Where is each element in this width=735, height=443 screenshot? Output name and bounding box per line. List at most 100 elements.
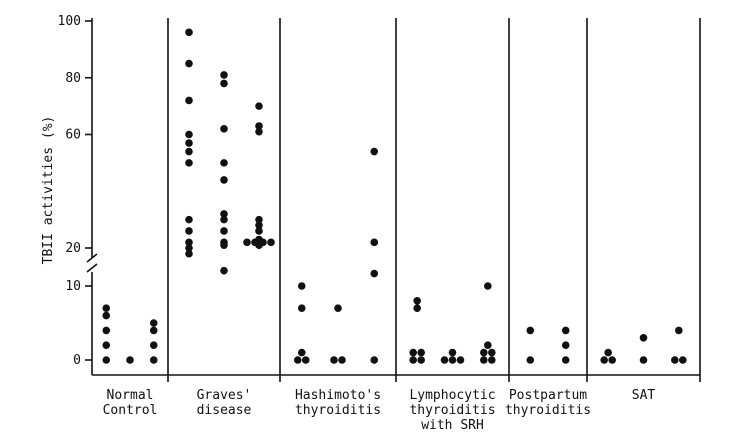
data-point — [185, 130, 193, 139]
axis-break-mark-upper — [86, 253, 98, 263]
data-point — [409, 348, 417, 357]
data-point — [220, 266, 228, 275]
data-point — [608, 356, 616, 364]
data-point — [220, 71, 228, 79]
data-point — [185, 244, 193, 252]
data-point — [480, 348, 488, 357]
data-point — [220, 176, 228, 184]
data-point — [480, 356, 488, 364]
data-point — [185, 96, 193, 105]
data-point — [297, 304, 306, 313]
data-point — [255, 235, 263, 244]
y-tick-label: 80 — [65, 71, 81, 86]
data-point — [185, 227, 193, 235]
data-point — [255, 215, 263, 224]
data-point — [255, 102, 263, 110]
group-label: thyroiditis — [505, 403, 591, 418]
y-tick-label: 20 — [65, 241, 81, 256]
data-point — [413, 304, 421, 313]
group-label: thyroiditis — [295, 403, 381, 418]
data-point — [334, 304, 342, 313]
data-point — [448, 356, 457, 364]
data-point — [671, 356, 679, 364]
data-point — [561, 341, 570, 350]
data-point — [330, 356, 338, 364]
data-point — [417, 348, 425, 357]
data-point — [149, 356, 158, 364]
group-label: Postpartum — [509, 388, 587, 403]
data-point — [338, 356, 346, 364]
data-point — [102, 326, 111, 335]
data-point — [456, 356, 465, 364]
data-point — [102, 311, 111, 320]
data-point — [220, 125, 228, 133]
data-point — [639, 334, 648, 342]
group-label: thyroiditis — [409, 403, 495, 418]
data-point — [185, 249, 193, 258]
group-labels: NormalControlGraves'diseaseHashimoto'sth… — [103, 388, 656, 433]
data-point — [417, 356, 425, 364]
data-point — [185, 59, 193, 68]
data-point — [484, 341, 492, 350]
data-point — [102, 341, 111, 350]
data-point — [255, 227, 263, 235]
data-point — [293, 356, 302, 364]
data-point — [370, 356, 379, 364]
data-point — [297, 348, 306, 357]
data-point — [561, 356, 570, 364]
group-label: disease — [197, 403, 252, 418]
data-point — [255, 122, 263, 130]
data-point — [679, 356, 687, 364]
y-tick-label: 10 — [65, 279, 81, 294]
data-point — [255, 127, 263, 136]
group-label: Graves' — [197, 388, 252, 403]
y-tick-label: 60 — [65, 128, 81, 143]
data-point — [102, 356, 111, 364]
group-label: with SRH — [421, 418, 484, 433]
data-point — [220, 215, 228, 224]
data-point — [488, 348, 496, 357]
group-label: Hashimoto's — [295, 388, 381, 403]
data-point — [185, 139, 193, 147]
data-point — [149, 341, 158, 350]
data-point — [185, 159, 193, 167]
group-label: Control — [103, 403, 158, 418]
data-point — [149, 326, 158, 335]
data-point — [220, 159, 228, 167]
data-point — [267, 238, 275, 247]
group-label: SAT — [632, 388, 656, 403]
data-point — [370, 238, 379, 247]
data-point — [448, 348, 457, 357]
data-point — [409, 356, 417, 364]
data-point — [561, 326, 570, 335]
data-point — [220, 79, 228, 88]
data-point — [370, 147, 379, 156]
data-point — [243, 238, 251, 247]
data-point — [488, 356, 496, 364]
data-point — [526, 356, 535, 364]
group-dividers — [167, 18, 701, 382]
data-point — [126, 356, 134, 364]
data-point — [220, 227, 228, 235]
data-point — [297, 282, 306, 290]
data-point — [185, 215, 193, 224]
data-point — [604, 348, 612, 357]
data-point — [600, 356, 608, 364]
data-point — [440, 356, 449, 364]
data-point — [220, 210, 228, 218]
data-point — [185, 28, 193, 37]
data-point — [301, 356, 310, 364]
group-label: Lymphocytic — [409, 388, 495, 403]
group-label: Normal — [107, 388, 154, 403]
data-points — [102, 28, 687, 364]
y-tick-label: 100 — [58, 14, 81, 29]
axis-break-mark-lower — [86, 263, 98, 273]
data-point — [484, 282, 492, 290]
data-point — [185, 238, 193, 247]
data-point — [413, 297, 421, 305]
y-axis-title: TBII activities (%) — [41, 116, 56, 265]
data-point — [370, 269, 379, 278]
data-point — [675, 326, 683, 335]
data-point — [639, 356, 648, 364]
